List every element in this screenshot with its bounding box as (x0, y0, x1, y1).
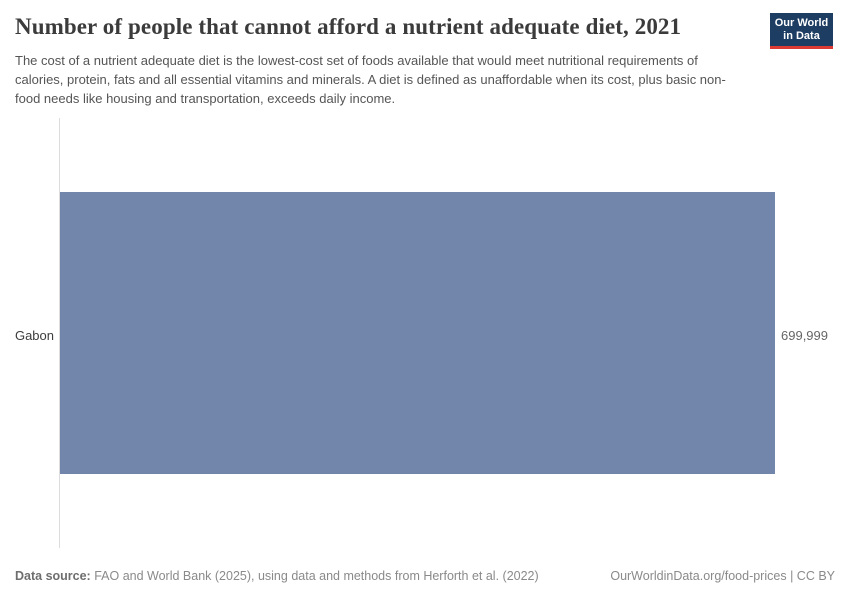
owid-logo-line1: Our World (774, 17, 829, 29)
owid-logo-line2: in Data (783, 30, 820, 42)
footer-attribution: OurWorldinData.org/food-prices | CC BY (610, 568, 835, 584)
value-label-gabon: 699,999 (781, 328, 828, 343)
footer-separator: | (790, 569, 794, 583)
plot-area (60, 118, 775, 548)
category-label-gabon: Gabon (14, 328, 54, 343)
chart-title: Number of people that cannot afford a nu… (15, 14, 682, 39)
bar-gabon[interactable] (60, 192, 775, 474)
owid-logo: Our World in Data (770, 13, 833, 49)
footer-url-link[interactable]: OurWorldinData.org/food-prices (610, 569, 787, 583)
data-source-label: Data source: (15, 569, 91, 583)
chart-subtitle: The cost of a nutrient adequate diet is … (15, 53, 726, 106)
data-source-text: FAO and World Bank (2025), using data an… (94, 569, 539, 583)
data-source-note: Data source: FAO and World Bank (2025), … (15, 568, 539, 584)
y-axis-line (59, 118, 60, 548)
footer-license-link[interactable]: CC BY (796, 569, 835, 583)
